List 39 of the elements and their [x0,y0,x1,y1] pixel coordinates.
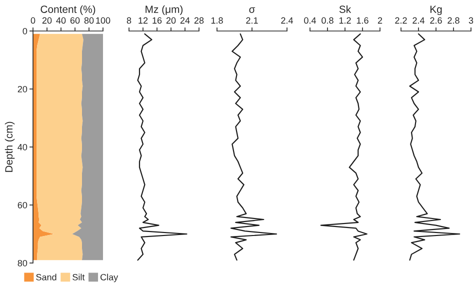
legend-label: Sand [36,274,56,280]
x-axis-title: Kg [430,6,442,16]
x-tick-label: 1.8 [211,17,223,24]
y-tick-label: 20 [18,86,28,92]
x-axis-title: Content (%) [40,5,96,16]
x-axis-title: Sk [339,5,352,13]
x-tick-label: 16 [152,17,162,24]
x-tick-label: 28 [194,17,204,24]
y-tick-label: 60 [18,202,28,208]
y-axis-title: Depth (cm) [4,122,15,172]
x-tick-label: 12 [138,17,148,24]
x-axis-title: Mz (μm) [146,5,183,16]
x-tick-label: 0 [30,17,36,24]
y-tick-label: 80 [18,260,28,266]
x-tick-label: 1.2 [339,17,351,24]
y-tick-label: 0 [22,28,28,34]
x-axis-title: σ [249,7,256,13]
x-tick-label: 0.4 [304,17,316,24]
x-tick-label: 40 [56,17,66,24]
x-tick-label: 2.2 [395,17,407,24]
x-tick-label: 0.8 [322,17,334,24]
x-tick-label: 3 [468,17,474,24]
x-tick-label: 2.4 [412,17,425,24]
x-tick-label: 2.6 [430,17,442,24]
x-tick-label: 20 [166,17,176,24]
x-tick-label: 2 [378,17,382,24]
x-tick-label: 100 [96,17,110,24]
x-tick-label: 80 [84,17,94,24]
x-tick-label: 2.8 [448,17,460,24]
x-tick-label: 2.1 [246,17,258,24]
y-tick-label: 40 [18,144,28,150]
x-tick-label: 8 [126,17,132,24]
x-tick-label: 2.4 [281,17,294,24]
x-tick-label: 1.6 [356,17,368,24]
x-tick-label: 20 [42,17,52,24]
legend-label: Clay [100,274,118,282]
legend-label: Silt [72,274,85,280]
x-tick-label: 24 [180,17,190,24]
x-tick-label: 60 [70,17,80,24]
